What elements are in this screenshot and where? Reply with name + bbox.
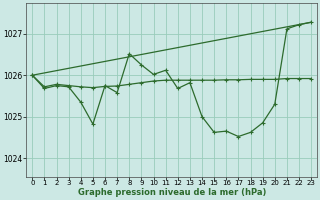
X-axis label: Graphe pression niveau de la mer (hPa): Graphe pression niveau de la mer (hPa) bbox=[77, 188, 266, 197]
